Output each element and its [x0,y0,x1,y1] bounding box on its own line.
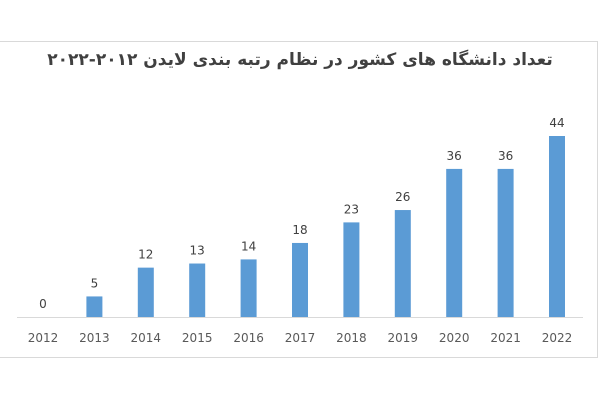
x-tick-label-2016: 2016 [233,331,264,345]
bar-2020 [446,168,463,317]
data-label-2022: 44 [549,116,564,130]
data-label-2021: 36 [498,149,513,163]
x-tick-label-2013: 2013 [79,331,110,345]
x-tick-label-2018: 2018 [336,331,367,345]
data-label-2017: 18 [292,223,307,237]
x-tick-label-2019: 2019 [388,331,419,345]
data-label-2014: 12 [138,248,153,262]
data-label-2015: 13 [190,244,205,258]
data-label-2016: 14 [241,239,256,253]
bar-2016 [240,259,257,317]
x-tick-label-2017: 2017 [285,331,316,345]
bar-2017 [292,242,308,317]
bar-2013 [86,296,103,317]
chart-frame [0,41,598,358]
data-label-2018: 23 [344,202,359,216]
data-label-2020: 36 [447,149,462,163]
bar-2014 [137,267,154,317]
x-tick-label-2020: 2020 [439,331,470,345]
bar-2015 [189,263,206,317]
x-tick-label-2014: 2014 [131,331,162,345]
data-label-2013: 5 [91,276,99,290]
x-tick-label-2022: 2022 [542,331,573,345]
x-tick-label-2015: 2015 [182,331,213,345]
data-label-2019: 26 [395,190,410,204]
data-label-2012: 0 [39,297,47,311]
chart-title: تعداد دانشگاه های کشور در نظام رتبه بندی… [47,50,553,70]
bar-2018 [343,222,360,317]
x-tick-label-2012: 2012 [28,331,59,345]
bar-2019 [394,210,411,317]
x-tick-label-2021: 2021 [490,331,521,345]
bar-2021 [497,168,514,317]
bar-2022 [549,136,565,317]
